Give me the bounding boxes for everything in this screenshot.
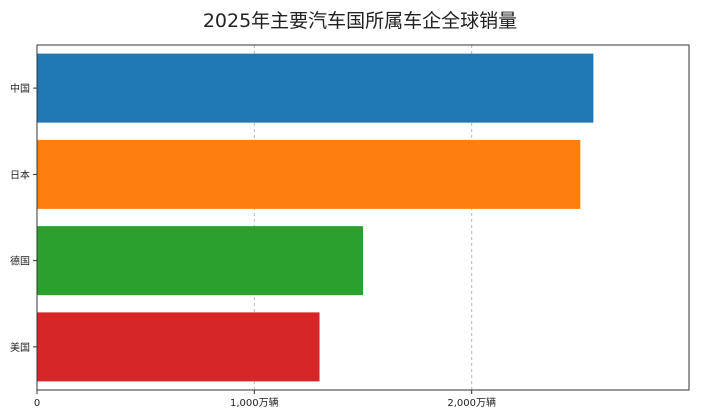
plot-frame: [36, 44, 690, 391]
chart-title: 2025年主要汽车国所属车企全球销量: [202, 10, 518, 32]
category-label-3: 美国: [10, 341, 30, 354]
bar-2: [37, 226, 363, 296]
bars: [37, 53, 594, 382]
category-label-0: 中国: [10, 82, 30, 95]
category-label-1: 日本: [10, 168, 30, 181]
x-tick-label-2: 2,000万辆: [447, 396, 496, 409]
x-axis-ticks: 0 1,000万辆 2,000万辆: [34, 390, 496, 409]
x-tick-label-1: 1,000万辆: [230, 396, 279, 409]
bar-1: [37, 139, 581, 209]
bar-3: [37, 312, 320, 382]
category-label-2: 德国: [10, 255, 30, 268]
x-tick-label-0: 0: [34, 398, 40, 409]
bar-0: [37, 53, 594, 123]
